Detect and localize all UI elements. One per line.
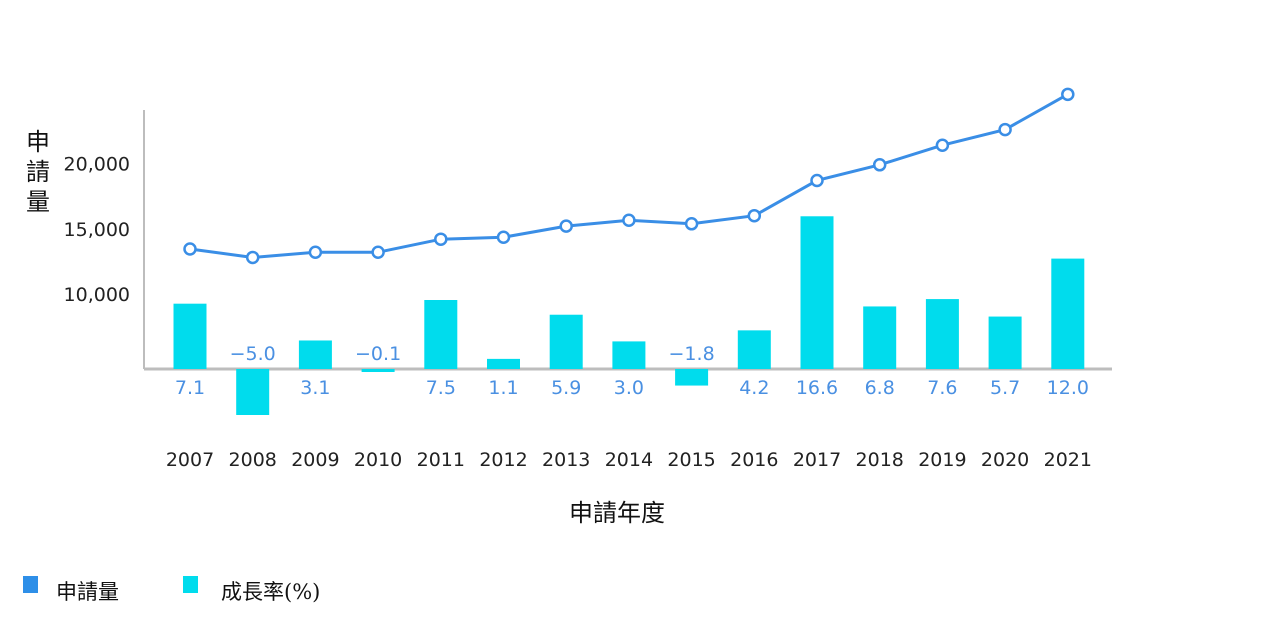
y-tick-label: 20,000 <box>64 154 130 176</box>
growth-bar-label: 16.6 <box>796 377 838 399</box>
application-point <box>937 140 948 151</box>
growth-bar-label: 3.0 <box>614 377 644 399</box>
y-axis-title: 申請量 <box>26 128 50 216</box>
growth-bar <box>863 306 896 369</box>
growth-bar <box>675 369 708 386</box>
growth-bar-label: 4.2 <box>739 377 769 399</box>
growth-bar-label: 1.1 <box>488 377 518 399</box>
y-axis-ticks: 10,000 15,000 20,000 <box>64 154 130 307</box>
growth-bar <box>174 304 207 369</box>
growth-bar <box>612 341 645 369</box>
growth-bar <box>926 299 959 369</box>
legend-label: 申請量 <box>56 580 119 604</box>
legend-swatch <box>183 576 198 593</box>
x-tick-label: 2019 <box>918 449 966 471</box>
growth-bar-label: −0.1 <box>355 343 401 365</box>
growth-bar-label: 7.6 <box>927 377 957 399</box>
application-point <box>185 243 196 254</box>
x-tick-label: 2009 <box>291 449 339 471</box>
growth-bar <box>1051 259 1084 369</box>
y-tick-label: 15,000 <box>64 219 130 241</box>
application-point <box>498 232 509 243</box>
application-point <box>1000 124 1011 135</box>
application-point <box>686 218 697 229</box>
y-tick-label: 10,000 <box>64 284 130 306</box>
growth-bar-label: 5.7 <box>990 377 1020 399</box>
legend-label: 成長率(%) <box>221 580 320 604</box>
x-tick-label: 2010 <box>354 449 402 471</box>
application-point <box>874 159 885 170</box>
x-axis-title: 申請年度 <box>569 499 665 527</box>
application-line-path <box>190 94 1068 257</box>
application-point <box>435 234 446 245</box>
y-axis-title-char: 申 <box>26 128 50 156</box>
x-tick-label: 2016 <box>730 449 778 471</box>
growth-bar-label: 7.5 <box>426 377 456 399</box>
x-tick-label: 2013 <box>542 449 590 471</box>
legend: 申請量 成長率(%) <box>23 576 320 604</box>
application-point <box>623 215 634 226</box>
x-tick-label: 2015 <box>667 449 715 471</box>
growth-bar-label: 7.1 <box>175 377 205 399</box>
application-point <box>749 210 760 221</box>
application-point <box>812 175 823 186</box>
application-point <box>561 221 572 232</box>
growth-bar-label: −1.8 <box>669 343 715 365</box>
x-tick-label: 2008 <box>229 449 277 471</box>
application-point <box>1062 89 1073 100</box>
growth-bar <box>299 340 332 369</box>
growth-bar <box>236 369 269 415</box>
growth-bar <box>801 216 834 369</box>
growth-bar-label: 12.0 <box>1047 377 1089 399</box>
x-tick-label: 2017 <box>793 449 841 471</box>
x-tick-label: 2011 <box>417 449 465 471</box>
growth-bar <box>550 315 583 369</box>
legend-swatch <box>23 576 38 593</box>
application-line <box>185 89 1074 263</box>
growth-bar-label: 3.1 <box>300 377 330 399</box>
application-point <box>310 247 321 258</box>
x-axis-ticks: 2007 2008 2009 2010 2011 2012 2013 2014 2015 2016… <box>166 449 1092 471</box>
x-tick-label: 2014 <box>605 449 653 471</box>
x-tick-label: 2018 <box>856 449 904 471</box>
axes <box>144 110 1112 369</box>
x-tick-label: 2021 <box>1044 449 1092 471</box>
growth-bar <box>989 317 1022 369</box>
x-tick-label: 2020 <box>981 449 1029 471</box>
growth-bar-label: 6.8 <box>865 377 895 399</box>
x-tick-label: 2012 <box>479 449 527 471</box>
growth-bar-label: −5.0 <box>230 343 276 365</box>
application-point <box>373 247 384 258</box>
growth-bar <box>738 330 771 369</box>
y-axis-title-char: 量 <box>26 188 50 216</box>
growth-bar <box>362 369 395 372</box>
growth-bar <box>487 359 520 369</box>
y-axis-title-char: 請 <box>26 158 50 186</box>
x-tick-label: 2007 <box>166 449 214 471</box>
growth-bar-label: 5.9 <box>551 377 581 399</box>
growth-bar <box>424 300 457 369</box>
application-point <box>247 252 258 263</box>
